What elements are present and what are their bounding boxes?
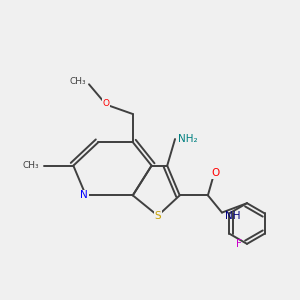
Text: F: F: [236, 239, 242, 249]
Text: NH: NH: [225, 211, 241, 221]
Text: O: O: [103, 99, 110, 108]
Text: CH₃: CH₃: [69, 77, 86, 86]
Text: N: N: [80, 190, 88, 200]
Text: NH₂: NH₂: [178, 134, 198, 144]
Text: O: O: [212, 169, 220, 178]
Text: S: S: [154, 211, 161, 221]
Text: CH₃: CH₃: [22, 161, 39, 170]
